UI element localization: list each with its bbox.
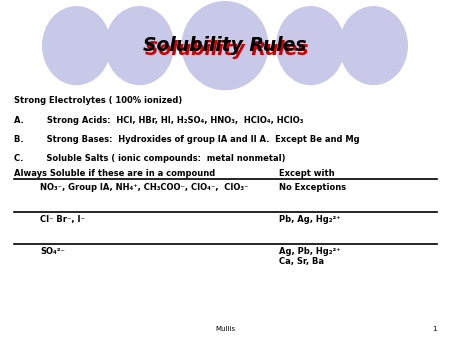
Text: No Exceptions: No Exceptions — [279, 183, 346, 192]
Text: 1: 1 — [432, 326, 436, 332]
Text: Ag, Pb, Hg₂²⁺
Ca, Sr, Ba: Ag, Pb, Hg₂²⁺ Ca, Sr, Ba — [279, 247, 341, 266]
Text: Mullis: Mullis — [215, 326, 235, 332]
Ellipse shape — [106, 7, 173, 85]
Ellipse shape — [43, 7, 110, 85]
Text: Strong Electrolytes ( 100% ionized): Strong Electrolytes ( 100% ionized) — [14, 96, 182, 105]
Text: Solubility Rules: Solubility Rules — [145, 40, 309, 58]
Ellipse shape — [340, 7, 407, 85]
Text: Cl⁻ Br⁻, I⁻: Cl⁻ Br⁻, I⁻ — [40, 215, 86, 224]
Text: Pb, Ag, Hg₂²⁺: Pb, Ag, Hg₂²⁺ — [279, 215, 341, 224]
Text: A.        Strong Acids:  HCl, HBr, HI, H₂SO₄, HNO₃,  HClO₄, HClO₃: A. Strong Acids: HCl, HBr, HI, H₂SO₄, HN… — [14, 116, 303, 125]
Text: NO₃⁻, Group IA, NH₄⁺, CH₃COO⁻, ClO₄⁻,  ClO₃⁻: NO₃⁻, Group IA, NH₄⁺, CH₃COO⁻, ClO₄⁻, Cl… — [40, 183, 249, 192]
Text: SO₄²⁻: SO₄²⁻ — [40, 247, 65, 256]
Text: B.        Strong Bases:  Hydroxides of group IA and II A.  Except Be and Mg: B. Strong Bases: Hydroxides of group IA … — [14, 135, 359, 144]
Text: Solubility Rules: Solubility Rules — [143, 36, 307, 55]
Text: Except with: Except with — [279, 169, 335, 178]
Ellipse shape — [182, 2, 268, 90]
Text: Always Soluble if these are in a compound: Always Soluble if these are in a compoun… — [14, 169, 215, 178]
Ellipse shape — [277, 7, 344, 85]
Text: C.        Soluble Salts ( ionic compounds:  metal nonmetal): C. Soluble Salts ( ionic compounds: meta… — [14, 154, 285, 163]
